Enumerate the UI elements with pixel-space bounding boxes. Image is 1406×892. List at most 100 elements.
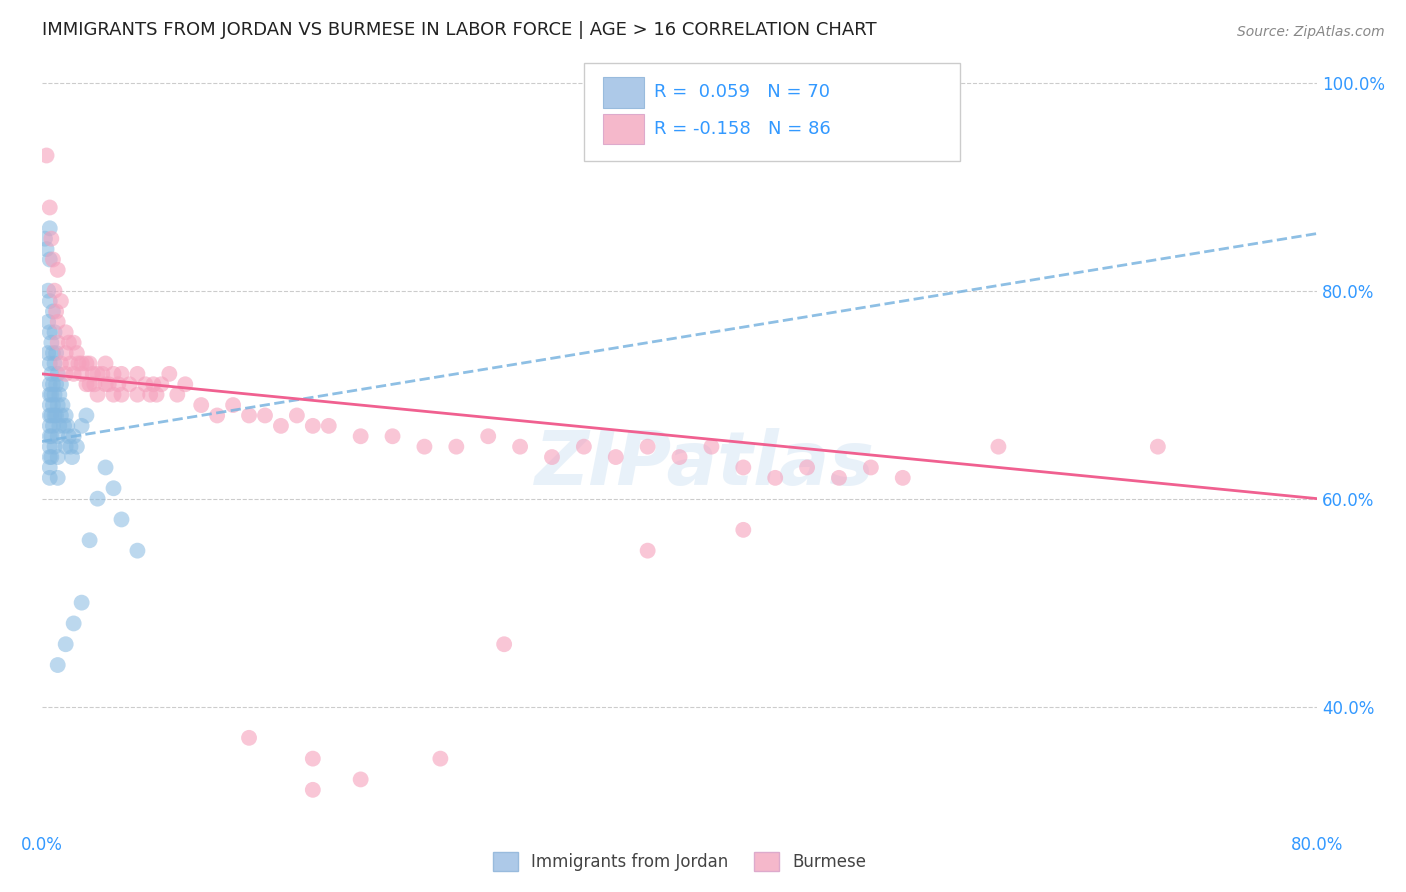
Point: [62, 367, 84, 381]
Point: [700, 440, 723, 454]
Point: [37, 346, 59, 360]
Point: [45, 304, 67, 318]
Text: IMMIGRANTS FROM JORDAN VS BURMESE IN LABOR FORCE | AGE > 16 CORRELATION CHART: IMMIGRANTS FROM JORDAN VS BURMESE IN LAB…: [42, 21, 876, 39]
Point: [46, 471, 69, 485]
Point: [51, 398, 73, 412]
Point: [541, 450, 564, 464]
Point: [38, 409, 60, 423]
Point: [828, 471, 851, 485]
Point: [605, 450, 627, 464]
FancyBboxPatch shape: [603, 114, 644, 145]
Point: [205, 409, 228, 423]
Point: [572, 440, 595, 454]
Point: [38, 356, 60, 370]
Point: [42, 398, 65, 412]
Point: [46, 429, 69, 443]
Point: [301, 751, 323, 765]
Point: [41, 367, 63, 381]
Point: [118, 377, 141, 392]
Point: [41, 450, 63, 464]
Point: [103, 367, 125, 381]
Point: [285, 409, 308, 423]
Point: [46, 335, 69, 350]
Point: [48, 418, 70, 433]
Point: [110, 387, 132, 401]
Point: [796, 460, 818, 475]
Point: [44, 284, 66, 298]
Point: [38, 429, 60, 443]
Point: [79, 377, 101, 392]
Legend: Immigrants from Jordan, Burmese: Immigrants from Jordan, Burmese: [486, 845, 873, 878]
Point: [38, 471, 60, 485]
Point: [55, 440, 77, 454]
Point: [42, 377, 65, 392]
Point: [222, 398, 245, 412]
Point: [150, 377, 173, 392]
Point: [763, 471, 786, 485]
Point: [350, 772, 373, 787]
Point: [42, 346, 65, 360]
Point: [55, 346, 77, 360]
Point: [49, 356, 72, 370]
Point: [55, 326, 77, 340]
Point: [66, 440, 89, 454]
Point: [56, 418, 79, 433]
Point: [55, 409, 77, 423]
Point: [38, 440, 60, 454]
Point: [190, 398, 212, 412]
Point: [79, 356, 101, 370]
Point: [41, 387, 63, 401]
Point: [174, 377, 197, 392]
Point: [37, 284, 59, 298]
Point: [35, 148, 58, 162]
Point: [46, 398, 69, 412]
Point: [103, 387, 125, 401]
Point: [733, 523, 755, 537]
Point: [86, 491, 108, 506]
Point: [45, 377, 67, 392]
Point: [46, 315, 69, 329]
Point: [41, 429, 63, 443]
Point: [987, 440, 1010, 454]
FancyBboxPatch shape: [603, 78, 644, 108]
Point: [859, 460, 882, 475]
Point: [413, 440, 436, 454]
Point: [42, 418, 65, 433]
Point: [238, 409, 260, 423]
Point: [38, 387, 60, 401]
Point: [38, 377, 60, 392]
Point: [1147, 440, 1170, 454]
Point: [70, 356, 93, 370]
Point: [139, 387, 162, 401]
Point: [38, 398, 60, 412]
Point: [97, 377, 120, 392]
FancyBboxPatch shape: [583, 63, 960, 161]
Point: [82, 367, 104, 381]
Point: [94, 377, 117, 392]
Point: [38, 460, 60, 475]
Point: [668, 450, 690, 464]
Point: [110, 512, 132, 526]
Point: [75, 356, 97, 370]
Point: [429, 751, 451, 765]
Point: [58, 429, 80, 443]
Point: [70, 367, 93, 381]
Point: [55, 637, 77, 651]
Point: [350, 429, 373, 443]
Point: [58, 335, 80, 350]
Point: [127, 387, 149, 401]
Point: [44, 387, 66, 401]
Point: [45, 346, 67, 360]
Point: [46, 450, 69, 464]
Point: [70, 596, 93, 610]
Text: Source: ZipAtlas.com: Source: ZipAtlas.com: [1237, 25, 1385, 39]
Point: [44, 326, 66, 340]
Point: [49, 409, 72, 423]
Point: [75, 409, 97, 423]
Point: [46, 367, 69, 381]
Point: [38, 201, 60, 215]
Point: [62, 335, 84, 350]
Point: [79, 533, 101, 548]
Point: [38, 326, 60, 340]
Point: [637, 440, 659, 454]
